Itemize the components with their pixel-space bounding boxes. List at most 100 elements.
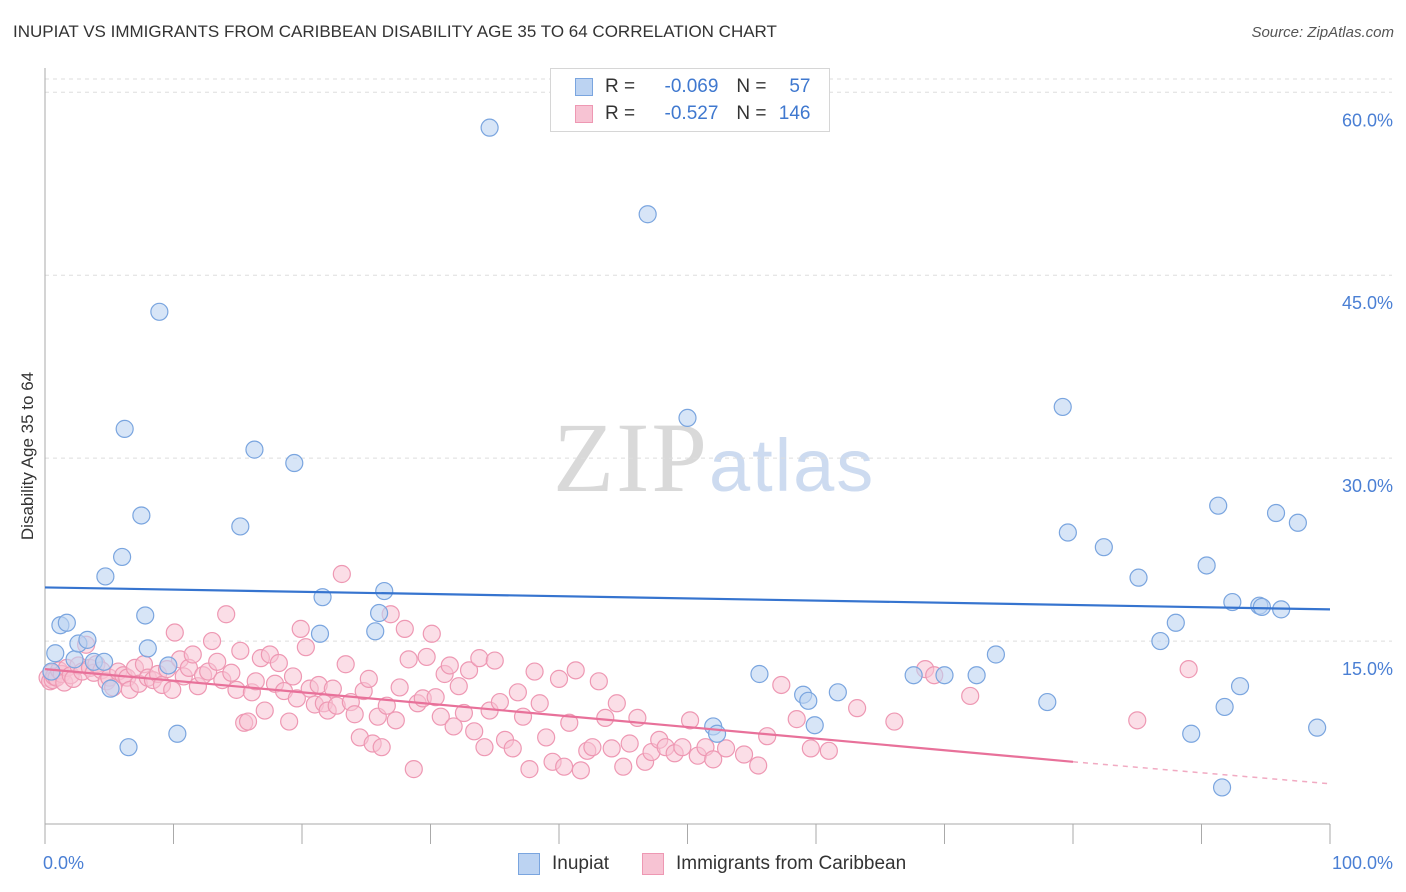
point-caribbean: [490, 692, 509, 712]
legend-item-inupiat[interactable]: Inupiat: [518, 852, 609, 876]
y-tick-label: 45.0%: [1342, 293, 1393, 313]
point-inupiat: [95, 652, 114, 671]
point-caribbean: [620, 734, 639, 753]
gridlines: [45, 78, 1392, 642]
trend-line-caribbean-extrapolated: [1072, 761, 1331, 785]
legend-item-caribbean[interactable]: Immigrants from Caribbean: [642, 852, 906, 876]
legend-swatch-inupiat: [518, 853, 540, 875]
point-inupiat: [136, 606, 155, 625]
trend-line-inupiat: [44, 586, 1331, 611]
point-caribbean: [280, 712, 299, 731]
legend-swatch-caribbean: [642, 853, 664, 875]
point-inupiat: [967, 666, 986, 685]
point-caribbean: [399, 650, 418, 669]
point-inupiat: [1252, 597, 1271, 617]
point-inupiat: [285, 453, 304, 473]
point-inupiat: [150, 302, 169, 321]
point-caribbean: [704, 750, 723, 769]
point-inupiat: [935, 666, 954, 685]
point-caribbean: [583, 738, 602, 757]
legend-swatch-inupiat: [575, 78, 593, 96]
point-inupiat: [750, 664, 769, 684]
legend-row-inupiat: R = -0.069 N = 57: [575, 75, 811, 99]
point-caribbean: [503, 739, 522, 758]
point-caribbean: [431, 707, 450, 726]
point-caribbean: [530, 694, 549, 713]
point-caribbean: [246, 672, 265, 691]
point-inupiat: [1129, 568, 1148, 587]
point-caribbean: [749, 756, 768, 775]
point-caribbean: [222, 663, 241, 682]
point-inupiat: [115, 419, 134, 438]
point-inupiat: [1230, 677, 1250, 696]
point-inupiat: [112, 547, 132, 567]
point-inupiat: [366, 622, 385, 641]
point-inupiat: [799, 691, 818, 710]
legend-r-value: -0.527: [664, 103, 719, 124]
point-caribbean: [537, 728, 556, 747]
point-caribbean: [163, 680, 182, 699]
point-caribbean: [560, 713, 579, 732]
point-caribbean: [454, 703, 474, 723]
point-caribbean: [255, 701, 274, 720]
legend-r-label: R =: [605, 103, 636, 124]
point-caribbean: [614, 757, 633, 776]
point-inupiat: [1215, 697, 1234, 717]
point-inupiat: [57, 613, 76, 632]
legend-swatch-caribbean: [575, 105, 593, 123]
point-caribbean: [449, 677, 468, 696]
point-inupiat: [1094, 538, 1113, 557]
point-inupiat: [904, 666, 923, 685]
point-caribbean: [549, 669, 569, 688]
y-tick-label: 15.0%: [1342, 659, 1393, 679]
point-inupiat: [231, 517, 250, 536]
point-inupiat: [1053, 397, 1072, 417]
point-inupiat: [375, 581, 394, 601]
x-tick-label-min: 0.0%: [43, 853, 84, 873]
point-caribbean: [596, 708, 615, 728]
point-caribbean: [508, 683, 527, 702]
point-caribbean: [359, 669, 378, 688]
point-caribbean: [345, 705, 364, 724]
point-caribbean: [819, 741, 838, 760]
point-caribbean: [336, 655, 355, 674]
point-inupiat: [1266, 503, 1286, 523]
legend-r-value: -0.069: [664, 76, 719, 97]
correlation-legend: R = -0.069 N = 57 R = -0.527 N = 146: [550, 68, 830, 132]
point-inupiat: [132, 506, 151, 525]
point-caribbean: [555, 757, 574, 776]
point-caribbean: [571, 761, 590, 780]
legend-label-inupiat: Inupiat: [552, 853, 610, 874]
point-caribbean: [440, 656, 459, 675]
point-caribbean: [465, 722, 484, 741]
x-tick-label-max: 100.0%: [1332, 853, 1393, 873]
source-label[interactable]: Source: ZipAtlas.com: [1251, 24, 1394, 41]
point-caribbean: [475, 738, 494, 757]
point-caribbean: [1128, 711, 1147, 730]
point-caribbean: [296, 638, 315, 657]
point-caribbean: [283, 667, 303, 686]
point-inupiat: [1151, 631, 1170, 651]
point-inupiat: [1166, 613, 1185, 632]
point-inupiat: [1209, 496, 1228, 515]
point-inupiat: [1058, 523, 1077, 542]
point-caribbean: [444, 717, 463, 736]
point-inupiat: [1288, 513, 1307, 532]
point-inupiat: [678, 408, 697, 428]
point-inupiat: [1308, 718, 1327, 737]
point-caribbean: [208, 652, 227, 671]
point-caribbean: [801, 739, 820, 758]
point-caribbean: [426, 688, 445, 707]
point-caribbean: [395, 619, 414, 638]
point-caribbean: [602, 739, 621, 758]
point-caribbean: [673, 738, 692, 757]
point-inupiat: [1182, 724, 1201, 743]
point-caribbean: [227, 680, 246, 699]
point-caribbean: [202, 631, 222, 651]
point-caribbean: [377, 696, 396, 715]
point-inupiat: [65, 650, 84, 669]
trend-lines: [44, 586, 1331, 785]
point-caribbean: [231, 641, 250, 660]
point-caribbean: [848, 699, 867, 718]
